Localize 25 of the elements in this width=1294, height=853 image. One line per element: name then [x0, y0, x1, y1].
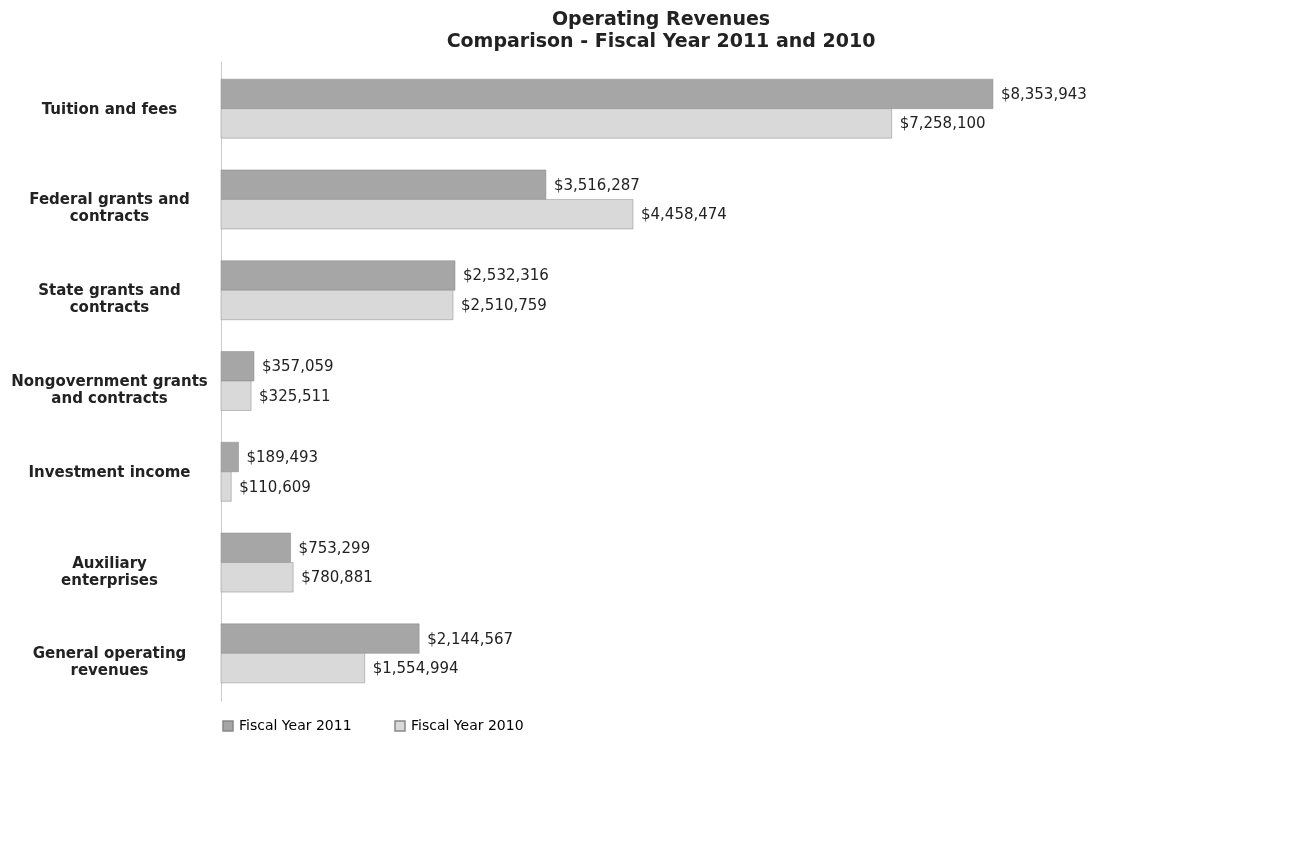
chart-title: Operating Revenues — [551, 7, 771, 29]
y-tick-label: Nongovernment grants and contracts — [11, 372, 208, 407]
data-label: $3,516,287 — [553, 175, 640, 194]
data-label: $2,532,316 — [462, 266, 549, 285]
data-label: $110,609 — [239, 477, 311, 496]
data-label: $7,258,100 — [899, 114, 986, 133]
legend-label: Fiscal Year 2011 — [239, 717, 352, 733]
data-label: $2,510,759 — [461, 295, 547, 314]
legend-label: Fiscal Year 2010 — [411, 717, 524, 733]
data-label: $2,144,567 — [427, 629, 514, 648]
y-tick-label: State grants and contracts — [38, 281, 181, 317]
y-tick-label: Auxiliary enterprises — [61, 553, 159, 589]
data-label: $325,511 — [259, 386, 331, 405]
y-tick-label: Investment income — [28, 462, 191, 481]
y-tick-label: Tuition and fees — [41, 99, 178, 118]
y-tick-label: General operating revenues — [32, 644, 187, 680]
chart-subtitle: Comparison - Fiscal Year 2011 and 2010 — [446, 29, 876, 51]
data-label: $753,299 — [298, 538, 371, 557]
data-label: $357,059 — [261, 357, 334, 376]
data-label: $4,458,474 — [640, 205, 727, 224]
data-label: $189,493 — [246, 448, 319, 467]
data-label: $780,881 — [301, 568, 373, 587]
y-tick-label: Federal grants and contracts — [29, 190, 190, 226]
data-label: $8,353,943 — [1000, 84, 1087, 103]
data-label: $1,554,994 — [372, 659, 459, 678]
